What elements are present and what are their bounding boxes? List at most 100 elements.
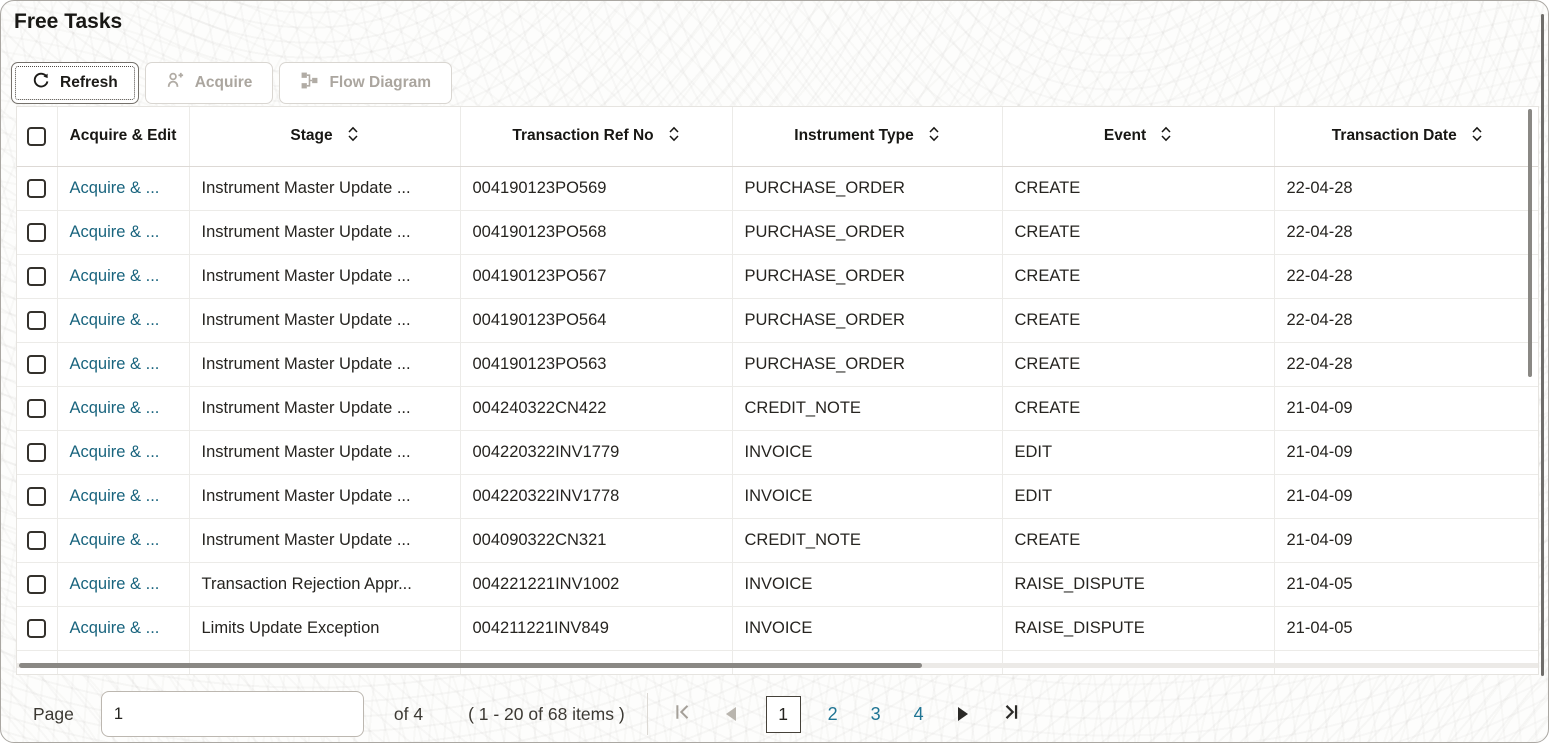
acquire-edit-link[interactable]: Acquire & ... xyxy=(69,618,160,637)
instrument-type-cell: INVOICE xyxy=(732,562,1003,607)
event-cell: CREATE xyxy=(1002,298,1275,343)
checkbox-cell xyxy=(17,474,58,519)
row-checkbox[interactable] xyxy=(27,442,47,462)
first-page-button[interactable] xyxy=(670,699,696,729)
acquire-edit-link[interactable]: Acquire & ... xyxy=(69,310,160,329)
txn-date-cell: 21-04-09 xyxy=(1274,474,1538,519)
next-page-button[interactable] xyxy=(950,699,976,729)
sort-icon[interactable] xyxy=(668,126,680,147)
acquire-edit-link[interactable]: Acquire & ... xyxy=(69,266,160,285)
instrument-type-cell: CREDIT_NOTE xyxy=(732,518,1003,563)
acquire-edit-link[interactable]: Acquire & ... xyxy=(69,178,160,197)
select-all-cell xyxy=(17,107,58,167)
current-page-button[interactable]: 1 xyxy=(765,695,801,733)
acquire-edit-cell: Acquire & ... xyxy=(57,386,190,431)
page-vertical-scrollbar-thumb[interactable] xyxy=(1541,14,1544,676)
row-checkbox[interactable] xyxy=(27,530,47,550)
col-label-stage: Stage xyxy=(290,127,333,145)
row-checkbox[interactable] xyxy=(27,354,47,374)
acquire-edit-cell: Acquire & ... xyxy=(57,518,190,563)
table-row: Acquire & ... Instrument Master Update .… xyxy=(17,210,1538,255)
col-header-instrument-type[interactable]: Instrument Type xyxy=(732,107,1003,167)
table-row: Acquire & ... Instrument Master Update .… xyxy=(17,430,1538,475)
event-cell xyxy=(1002,650,1275,674)
stage-cell: Instrument Master Update ... xyxy=(189,166,461,211)
page-4-link[interactable]: 4 xyxy=(913,703,924,724)
refresh-button-label: Refresh xyxy=(60,74,118,91)
checkbox-cell xyxy=(17,650,58,674)
instrument-type-cell: PURCHASE_ORDER xyxy=(732,342,1003,387)
acquire-edit-cell: Acquire & ... xyxy=(57,474,190,519)
row-checkbox[interactable] xyxy=(27,178,47,198)
instrument-type-cell: PURCHASE_ORDER xyxy=(732,210,1003,255)
acquire-button[interactable]: Acquire xyxy=(144,62,274,104)
page-number-input[interactable] xyxy=(100,691,364,737)
acquire-edit-link[interactable]: Acquire & ... xyxy=(69,442,160,461)
table-vertical-scrollbar-thumb[interactable] xyxy=(1528,109,1532,377)
sort-icon[interactable] xyxy=(1471,126,1483,147)
row-checkbox[interactable] xyxy=(27,222,47,242)
col-header-event[interactable]: Event xyxy=(1002,107,1275,167)
refresh-button[interactable]: Refresh xyxy=(11,62,139,104)
col-label-transaction-date: Transaction Date xyxy=(1331,127,1457,145)
row-checkbox[interactable] xyxy=(27,486,47,506)
acquire-edit-link[interactable]: Acquire & ... xyxy=(69,222,160,241)
sort-icon[interactable] xyxy=(1160,126,1172,147)
acquire-edit-link[interactable]: Acquire & ... xyxy=(69,398,160,417)
items-range-label: ( 1 - 20 of 68 items ) xyxy=(468,703,625,724)
col-label-event: Event xyxy=(1103,127,1147,145)
checkbox-cell xyxy=(17,298,58,343)
stage-cell: Instrument Master Update ... xyxy=(189,342,461,387)
acquire-edit-link[interactable]: Acquire & ... xyxy=(69,530,160,549)
acquire-edit-cell: Acquire & ... xyxy=(57,430,190,475)
last-page-button[interactable] xyxy=(998,699,1024,729)
checkbox-cell xyxy=(17,518,58,563)
horizontal-scrollbar-thumb[interactable] xyxy=(19,663,922,668)
col-header-transaction-date[interactable]: Transaction Date xyxy=(1274,107,1538,167)
stage-cell: Limits Update Exception xyxy=(189,606,461,651)
acquire-edit-cell: Acquire & ... xyxy=(57,254,190,299)
stage-cell: Instrument Master Update ... xyxy=(189,430,461,475)
table-row-partial xyxy=(17,650,1538,674)
acquire-edit-link[interactable]: Acquire & ... xyxy=(69,486,160,505)
row-checkbox[interactable] xyxy=(27,574,47,594)
row-checkbox[interactable] xyxy=(27,310,47,330)
table-row: Acquire & ... Instrument Master Update .… xyxy=(17,518,1538,563)
col-header-transaction-ref-no[interactable]: Transaction Ref No xyxy=(460,107,733,167)
event-cell: CREATE xyxy=(1002,254,1275,299)
sort-icon[interactable] xyxy=(928,126,940,147)
instrument-type-cell: CREDIT_NOTE xyxy=(732,386,1003,431)
acquire-edit-link[interactable]: Acquire & ... xyxy=(69,574,160,593)
table-row: Acquire & ... Instrument Master Update .… xyxy=(17,254,1538,299)
txn-date-cell: 22-04-28 xyxy=(1274,342,1538,387)
checkbox-cell xyxy=(17,342,58,387)
instrument-type-cell: INVOICE xyxy=(732,430,1003,475)
row-checkbox[interactable] xyxy=(27,618,47,638)
row-checkbox[interactable] xyxy=(27,266,47,286)
select-all-checkbox[interactable] xyxy=(27,126,47,146)
acquire-edit-link[interactable]: Acquire & ... xyxy=(69,354,160,373)
flow-diagram-button[interactable]: Flow Diagram xyxy=(279,62,453,104)
previous-page-button[interactable] xyxy=(718,699,744,729)
stage-cell: Instrument Master Update ... xyxy=(189,386,461,431)
instrument-type-cell: PURCHASE_ORDER xyxy=(732,254,1003,299)
sort-icon[interactable] xyxy=(347,126,359,147)
row-checkbox[interactable] xyxy=(27,398,47,418)
page-2-link[interactable]: 2 xyxy=(827,703,838,724)
flow-diagram-button-label: Flow Diagram xyxy=(329,74,432,91)
page-3-link[interactable]: 3 xyxy=(870,703,881,724)
ref-no-cell: 004090322CN321 xyxy=(460,518,733,563)
ref-no-cell xyxy=(460,650,733,674)
stage-cell: Instrument Master Update ... xyxy=(189,210,461,255)
table-row: Acquire & ... Instrument Master Update .… xyxy=(17,474,1538,519)
checkbox-cell xyxy=(17,430,58,475)
instrument-type-cell: INVOICE xyxy=(732,474,1003,519)
col-header-stage[interactable]: Stage xyxy=(189,107,461,167)
txn-date-cell: 21-04-09 xyxy=(1274,386,1538,431)
ref-no-cell: 004190123PO567 xyxy=(460,254,733,299)
acquire-edit-cell: Acquire & ... xyxy=(57,606,190,651)
txn-date-cell: 22-04-28 xyxy=(1274,210,1538,255)
checkbox-cell xyxy=(17,386,58,431)
table-row: Acquire & ... Instrument Master Update .… xyxy=(17,386,1538,431)
